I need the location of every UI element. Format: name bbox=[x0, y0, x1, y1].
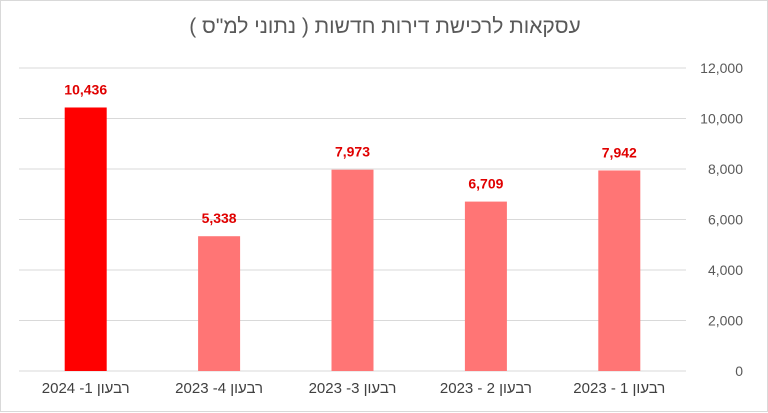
y-tick-label: 2,000 bbox=[708, 313, 743, 329]
data-label: 5,338 bbox=[202, 210, 237, 226]
data-label: 7,973 bbox=[335, 144, 370, 160]
x-category-label: רבעון 1 - 2023 bbox=[573, 380, 665, 397]
bar-2 bbox=[331, 169, 374, 371]
data-label: 7,942 bbox=[602, 144, 637, 160]
x-category-label: רבעון 3- 2023 bbox=[309, 380, 397, 397]
x-category-label: רבעון 4- 2023 bbox=[175, 380, 263, 397]
bar-4 bbox=[598, 170, 641, 371]
y-tick-label: 10,000 bbox=[700, 111, 743, 127]
y-tick-label: 6,000 bbox=[708, 212, 743, 228]
y-tick-label: 12,000 bbox=[700, 60, 743, 76]
bar-0 bbox=[64, 107, 107, 371]
bar-1 bbox=[198, 236, 241, 371]
y-tick-label: 4,000 bbox=[708, 262, 743, 278]
x-category-label: רבעון 1- 2024 bbox=[42, 380, 130, 397]
data-label: 6,709 bbox=[468, 176, 503, 192]
x-category-label: רבעון 2 - 2023 bbox=[440, 380, 532, 397]
bar-3 bbox=[464, 201, 507, 371]
data-label: 10,436 bbox=[64, 81, 107, 97]
y-tick-label: 0 bbox=[735, 363, 743, 379]
chart-title: עסקאות לרכישת דירות חדשות ( נתוני למ"ס ) bbox=[189, 15, 581, 38]
y-tick-label: 8,000 bbox=[708, 161, 743, 177]
